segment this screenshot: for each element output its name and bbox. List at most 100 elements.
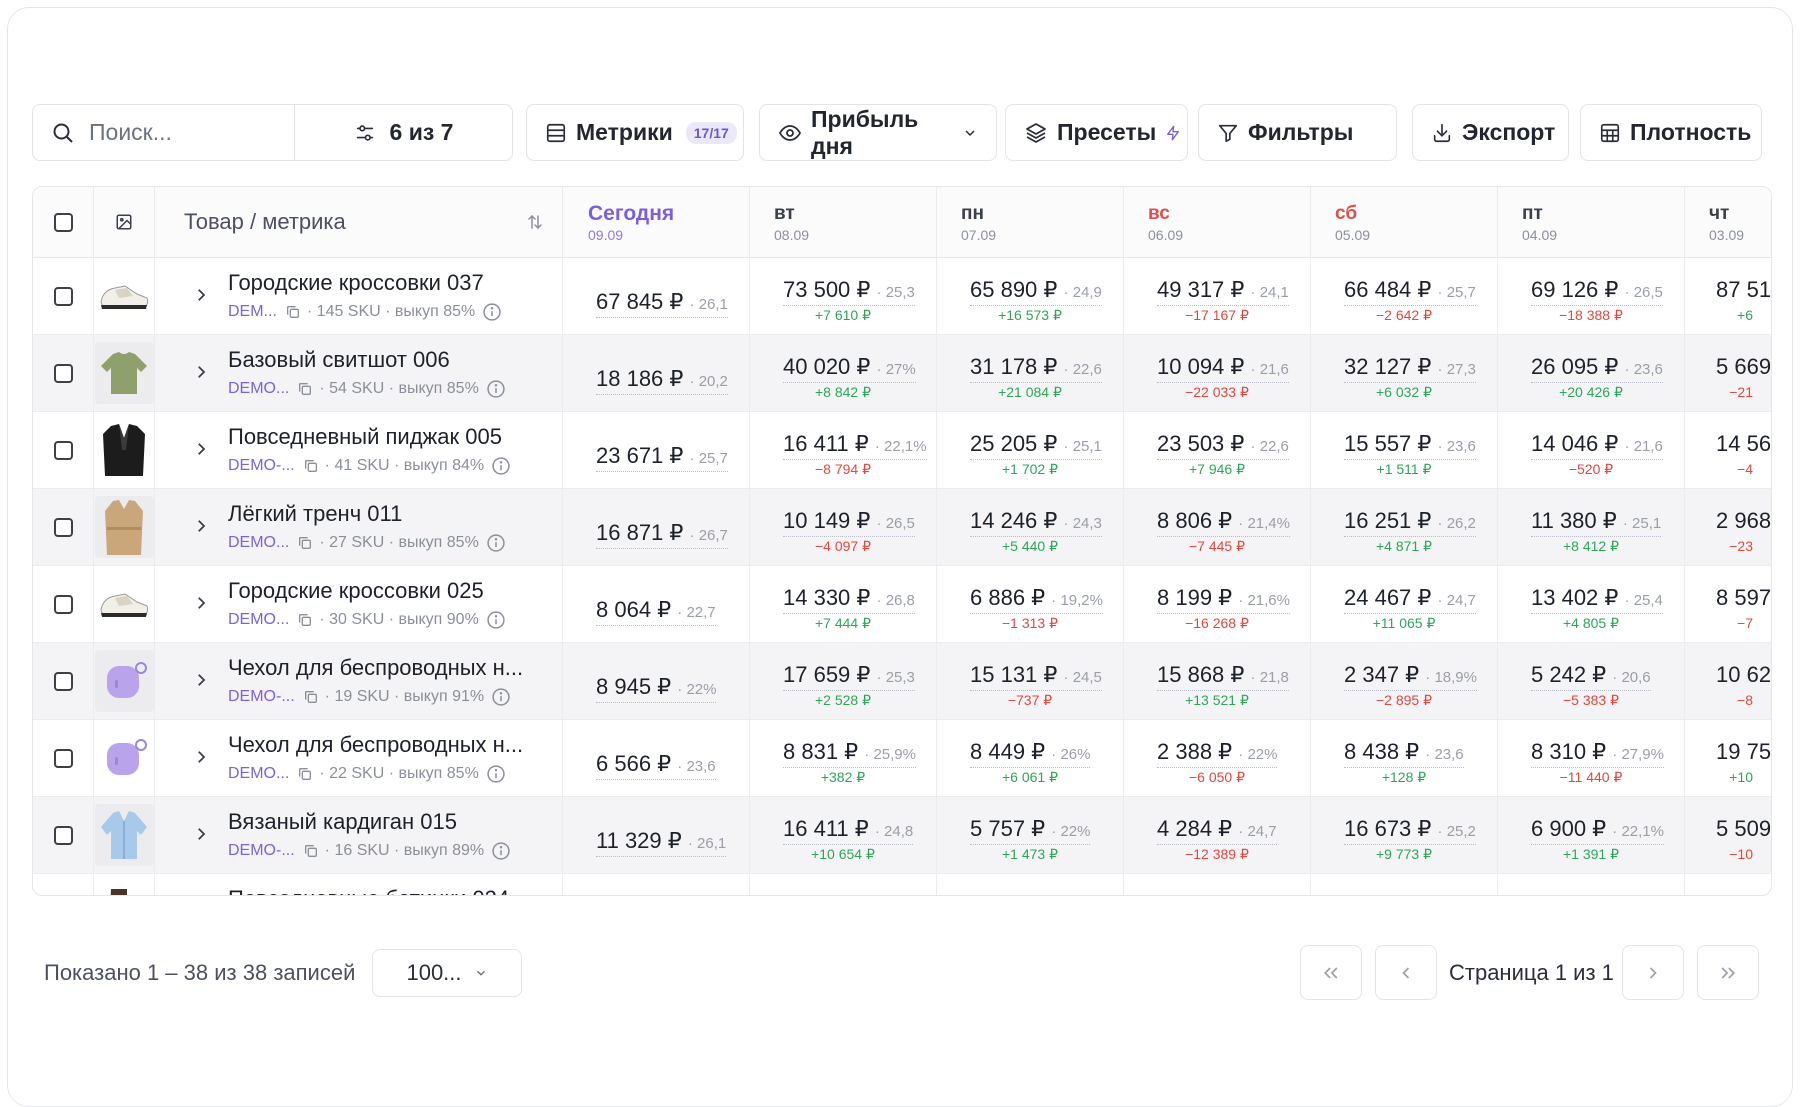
product-sku[interactable]: DEMO... [228,611,290,628]
day-value[interactable]: 8 597 [1716,585,1771,613]
day-value[interactable]: 15 868 ₽ · 21,8 [1157,662,1289,691]
presets-button[interactable]: Пресеты [1005,104,1188,161]
row-checkbox[interactable] [53,363,73,383]
info-icon[interactable] [491,456,511,476]
density-button[interactable]: Плотность [1580,104,1762,161]
row-checkbox[interactable] [53,440,73,460]
day-value[interactable]: 10 094 ₽ · 21,6 [1157,354,1289,383]
copy-icon[interactable] [297,766,313,782]
day-value[interactable]: 16 411 ₽ · 22,1% [783,431,927,460]
day-value[interactable]: 2 968 [1716,508,1771,536]
day-column-header[interactable]: пт 04.09 [1498,187,1685,257]
day-value[interactable]: 73 500 ₽ · 25,3 [783,277,915,306]
row-checkbox[interactable] [53,594,73,614]
day-value[interactable]: 5 509 [1716,816,1771,844]
day-column-header[interactable]: вс 06.09 [1124,187,1311,257]
product-sku[interactable]: DEMO... [228,380,290,397]
info-icon[interactable] [491,841,511,861]
day-value[interactable]: 24 467 ₽ · 24,7 [1344,585,1476,614]
today-value[interactable]: 6 566 ₽ · 23,6 [596,751,716,780]
day-value[interactable]: 17 659 ₽ · 25,3 [783,662,915,691]
product-sku[interactable]: DEMO-... [228,457,295,474]
copy-icon[interactable] [303,458,319,474]
product-column-header[interactable]: Товар / метрика [155,187,563,257]
day-value[interactable]: 69 126 ₽ · 26,5 [1531,277,1663,306]
day-column-header[interactable]: вт 08.09 [750,187,937,257]
day-value[interactable]: 32 127 ₽ · 27,3 [1344,354,1476,383]
info-icon[interactable] [486,533,506,553]
day-value[interactable]: 5 757 ₽ · 22% [970,816,1091,845]
last-page-button[interactable] [1697,945,1759,1000]
day-value[interactable]: 8 831 ₽ · 25,9% [783,739,916,768]
day-value[interactable]: 23 503 ₽ · 22,6 [1157,431,1289,460]
day-value[interactable]: 6 900 ₽ · 22,1% [1531,816,1664,845]
product-sku[interactable]: DEMO-... [228,842,295,859]
day-value[interactable]: 14 246 ₽ · 24,3 [970,508,1102,537]
day-value[interactable]: 4 004 ₽ [1531,893,1606,895]
day-value[interactable]: 15 557 ₽ · 23,6 [1344,431,1476,460]
day-column-header[interactable]: сб 05.09 [1311,187,1498,257]
info-icon[interactable] [491,687,511,707]
search-input[interactable] [89,119,279,146]
page-size-select[interactable]: 100... [372,949,522,997]
table-row[interactable]: Городские кроссовки 037 DEM... · 145 SKU ·… [33,258,1771,335]
today-value[interactable]: 18 186 ₽ · 20,2 [596,366,728,395]
copy-icon[interactable] [297,612,313,628]
day-value[interactable]: 8 806 ₽ · 21,4% [1157,508,1290,537]
filters-button[interactable]: Фильтры [1198,104,1397,161]
profit-dropdown[interactable]: Прибыль дня [759,104,997,161]
day-value[interactable]: 11 380 ₽ · 25,1 [1531,508,1662,537]
chevron-right-icon[interactable] [192,594,210,612]
row-checkbox[interactable] [53,517,73,537]
day-value[interactable]: 11 104 ₽ [1157,893,1243,895]
table-row[interactable]: Чехол для беспроводных н... DEMO... · 22 S… [33,720,1771,797]
chevron-right-icon[interactable] [192,286,210,304]
day-value[interactable]: 2 347 ₽ · 18,9% [1344,662,1477,691]
day-value[interactable]: 5 242 ₽ · 20,6 [1531,662,1651,691]
day-value[interactable]: 7 149 ₽ [783,893,858,895]
day-value[interactable]: 13 402 ₽ · 25,4 [1531,585,1663,614]
info-icon[interactable] [486,764,506,784]
copy-icon[interactable] [303,689,319,705]
table-row[interactable]: Повседневные ботинки 0247 149 ₽ 5 021 ₽ … [33,874,1771,895]
day-value[interactable]: 2 388 ₽ · 22% [1157,739,1278,768]
day-value[interactable]: 26 095 ₽ · 23,6 [1531,354,1663,383]
day-value[interactable]: 8 438 ₽ · 23,6 [1344,739,1464,768]
day-value[interactable]: 49 317 ₽ · 24,1 [1157,277,1289,306]
table-row[interactable]: Вязаный кардиган 015 DEMO-... · 16 SKU · в… [33,797,1771,874]
chevron-right-icon[interactable] [192,748,210,766]
info-icon[interactable] [486,610,506,630]
day-value[interactable]: 16 411 ₽ · 24,8 [783,816,914,845]
columns-toggle[interactable]: 6 из 7 [295,105,512,160]
day-value[interactable]: 15 131 ₽ · 24,5 [970,662,1102,691]
next-page-button[interactable] [1622,945,1684,1000]
search-box[interactable] [33,105,295,160]
today-value[interactable]: 16 871 ₽ · 26,7 [596,520,728,549]
day-value[interactable]: 65 890 ₽ · 24,9 [970,277,1102,306]
day-value[interactable]: 10 62 [1716,662,1771,690]
copy-icon[interactable] [297,381,313,397]
copy-icon[interactable] [303,843,319,859]
day-value[interactable]: 5 669 [1716,354,1771,382]
today-value[interactable]: 67 845 ₽ · 26,1 [596,289,728,318]
row-checkbox[interactable] [53,671,73,691]
day-value[interactable]: 8 310 ₽ · 27,9% [1531,739,1664,768]
info-icon[interactable] [482,302,502,322]
row-checkbox[interactable] [53,748,73,768]
product-sku[interactable]: DEMO... [228,534,290,551]
day-column-header[interactable]: чт 03.09 [1685,187,1771,257]
product-sku[interactable]: DEMO... [228,765,290,782]
chevron-right-icon[interactable] [192,671,210,689]
export-button[interactable]: Экспорт [1412,104,1569,161]
day-value[interactable]: 8 199 ₽ · 21,6% [1157,585,1290,614]
chevron-right-icon[interactable] [192,440,210,458]
day-value[interactable]: 14 56 [1716,431,1771,459]
day-value[interactable]: 66 484 ₽ · 25,7 [1344,277,1476,306]
day-value[interactable]: 16 673 ₽ · 25,2 [1344,816,1476,845]
day-value[interactable]: 31 178 ₽ · 22,6 [970,354,1102,383]
day-value[interactable]: 9 12 [1716,893,1759,895]
table-row[interactable]: Чехол для беспроводных н... DEMO-... · 19 … [33,643,1771,720]
metrics-button[interactable]: Метрики 17/17 [526,104,744,161]
today-value[interactable]: 8 064 ₽ · 22,7 [596,597,716,626]
day-value[interactable]: 14 330 ₽ · 26,8 [783,585,915,614]
